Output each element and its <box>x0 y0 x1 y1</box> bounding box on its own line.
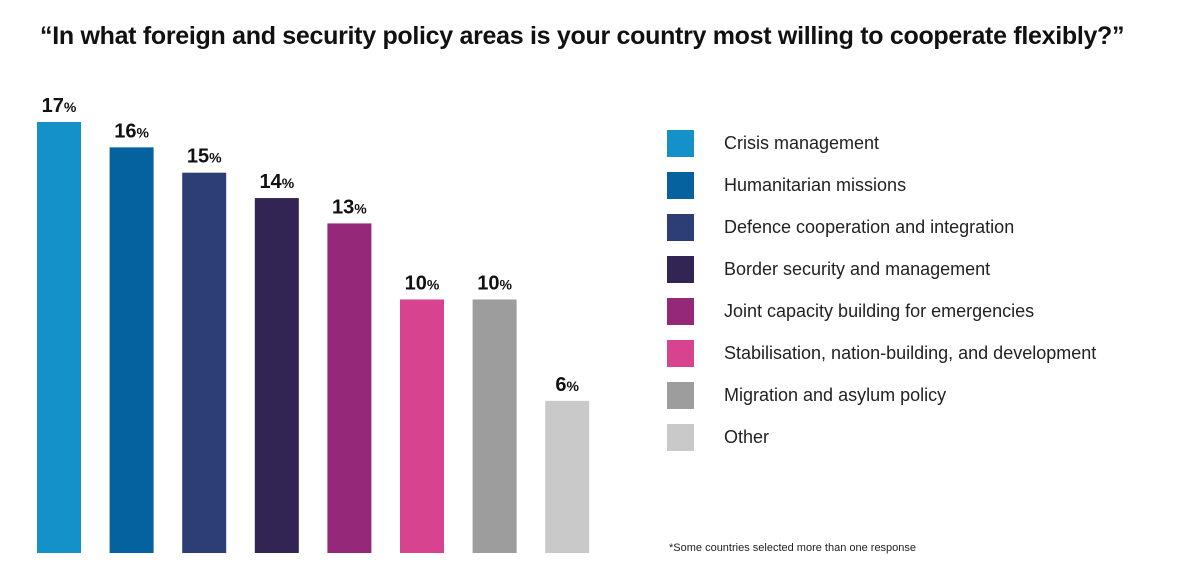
bar <box>400 299 444 553</box>
legend-swatch <box>667 381 694 409</box>
bar <box>254 198 299 553</box>
legend-item: Border security and management <box>667 248 1096 290</box>
bar-value-label: 15% <box>187 146 222 168</box>
chart-title: “In what foreign and security policy are… <box>40 22 1125 50</box>
legend-label: Border security and management <box>724 258 991 279</box>
bar-value-label: 6% <box>555 374 579 396</box>
legend-label: Joint capacity building for emergencies <box>724 300 1035 321</box>
legend-label: Stabilisation, nation-building, and deve… <box>724 342 1097 363</box>
legend-item: Humanitarian missions <box>667 164 1096 206</box>
legend-label: Other <box>724 426 770 447</box>
legend-item: Migration and asylum policy <box>667 374 1096 416</box>
bar-value-label: 17% <box>42 95 77 117</box>
bar-value-label: 13% <box>332 196 367 218</box>
legend-swatch <box>667 297 694 325</box>
bar-value-label: 10% <box>477 272 512 294</box>
bar <box>109 147 154 553</box>
legend-swatch <box>667 213 694 241</box>
legend-item: Other <box>667 416 1096 458</box>
bar <box>182 172 227 554</box>
legend-swatch <box>667 423 694 451</box>
legend-item: Defence cooperation and integration <box>667 206 1096 248</box>
bar-value-label: 10% <box>405 272 440 294</box>
bar-value-label: 14% <box>259 171 294 193</box>
legend-swatch <box>667 171 694 199</box>
legend-item: Crisis management <box>667 122 1096 164</box>
bar <box>327 223 372 554</box>
bar <box>472 299 517 553</box>
legend-label: Humanitarian missions <box>724 174 907 195</box>
bar <box>545 400 590 553</box>
legend-label: Crisis management <box>724 132 880 153</box>
legend-label: Defence cooperation and integration <box>724 216 1015 237</box>
bar-value-label: 16% <box>114 120 149 142</box>
legend-item: Joint capacity building for emergencies <box>667 290 1096 332</box>
bar-chart: 17% 16% 15% 14% 13% 10% 10% 6% <box>37 95 590 554</box>
legend-label: Migration and asylum policy <box>724 384 947 405</box>
footnote: *Some countries selected more than one r… <box>669 542 917 554</box>
bar <box>37 122 81 553</box>
legend-swatch <box>667 255 694 283</box>
legend-item: Stabilisation, nation-building, and deve… <box>667 332 1096 374</box>
legend-swatch <box>667 129 694 157</box>
legend: Crisis management Humanitarian missions … <box>667 122 1096 458</box>
legend-swatch <box>667 339 694 367</box>
